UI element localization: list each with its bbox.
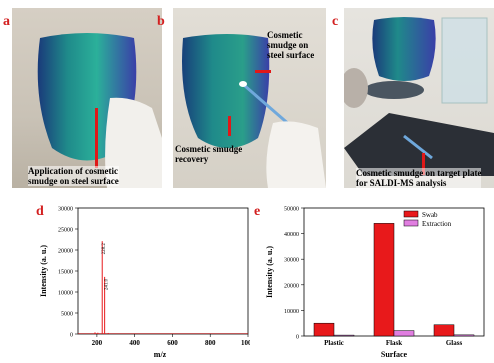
y-tick-label-d: 25000 [58,228,73,234]
panel-label-a: a [3,14,10,29]
y-tick-label-e: 10000 [284,309,299,315]
panel-c: c Cosmetic smudge on target plate for SA… [330,0,494,190]
y-tick-label-d: 10000 [58,291,73,297]
caption-smudge-on-steel-line3: steel surface [267,50,315,60]
y-tick-label-d: 5000 [61,312,73,318]
y-tick-label-d: 30000 [58,207,73,213]
x-tick-label-d: 600 [167,339,178,347]
y-axis-ticks-d: 0 5000 10000 15000 20000 25000 30000 [58,207,78,339]
peak-label: 241.0 [105,278,110,290]
caption-smudge-on-steel-line1: Cosmetic [267,30,303,40]
y-axis-ticks-e: 0 10000 20000 30000 40000 50000 [284,207,304,341]
caption-smudge-recovery-line2: recovery [175,154,209,164]
bar-extraction [333,334,355,337]
caption-smudge-on-steel-line2: smudge on [267,40,309,50]
y-axis-label-d: Intensity (a. u.) [39,245,48,297]
y-tick-label-d: 0 [70,333,73,339]
photo-target-plate [344,8,494,188]
caption-smudge-on-steel: Cosmetic smudge on steel surface [267,30,314,60]
x-axis-label-e: Surface [381,350,408,358]
panel-a: a Application of cosmetic smudge on stee… [0,0,165,190]
y-axis-label-e: Intensity (a. u.) [265,246,274,298]
bar-extraction [453,334,475,337]
caption-application-line1: Application of cosmetic [28,166,118,176]
y-tick-label-e: 40000 [284,232,299,238]
steel-cup-illustration [37,33,162,188]
photo-steel-cup-recovery [173,8,326,188]
photo-steel-cup-application [12,8,162,188]
x-tick-label-d: 200 [92,339,103,347]
panel-label-c: c [332,14,339,29]
x-tick-label-d: 1000 [241,339,250,347]
y-tick-label-e: 20000 [284,283,299,289]
y-tick-label-d: 20000 [58,249,73,255]
surface-intensity-chart: 0 10000 20000 30000 40000 50000 Plastic Flask G… [265,207,485,359]
steel-cup-swab-illustration [182,34,326,188]
legend-swatch-extraction [403,219,419,227]
caption-application-line2: smudge on steel surface [28,176,119,186]
panel-label-b: b [157,14,165,29]
x-tick-label-e: Flask [386,339,402,347]
y-tick-label-e: 30000 [284,258,299,264]
y-tick-label-e: 50000 [284,207,299,213]
legend-swatch-swab [403,210,419,218]
caption-target-plate-line2: for SALDI-MS analysis [356,178,447,188]
x-tick-label-e: Glass [446,339,463,347]
x-tick-label-e: Plastic [324,339,344,347]
x-tick-label-d: 400 [129,339,140,347]
x-axis-ticks-e: Plastic Flask Glass [324,339,462,347]
bar-swab [373,223,395,337]
panel-e: e 0 10000 20000 30000 40000 50000 Plastic Flas… [250,196,494,359]
legend-label-extraction: Extraction [422,220,452,228]
panel-label-d: d [36,204,44,219]
panel-label-e: e [254,204,261,219]
y-tick-label-e: 0 [296,335,299,341]
plot-area-d [77,207,249,335]
bar-series [313,223,475,337]
x-tick-label-d: 800 [205,339,216,347]
caption-target-plate-line1: Cosmetic smudge on target plate [356,168,482,178]
x-axis-label-d: m/z [154,350,167,358]
target-plate-illustration [344,17,494,176]
peak-label: 228.2 [102,243,107,255]
legend-e: Swab Extraction [403,210,452,228]
caption-smudge-recovery: Cosmetic smudge recovery [175,144,242,164]
mass-spectrum-chart: 0 5000 10000 15000 20000 25000 30000 200 400 600… [39,207,256,360]
y-tick-label-d: 15000 [58,270,73,276]
bar-swab [313,322,335,337]
panel-b: b Cosmetic smudge on steel surface Cosme… [157,0,330,190]
caption-smudge-recovery-line1: Cosmetic smudge [175,144,243,154]
bar-swab [433,324,455,337]
panel-d: d 0 5000 10000 15000 20000 25000 30000 200 400 6… [0,196,256,360]
caption-target-plate: Cosmetic smudge on target plate for SALD… [356,168,482,188]
bar-extraction [393,330,415,337]
legend-label-swab: Swab [422,211,438,219]
caption-application: Application of cosmetic smudge on steel … [28,166,119,186]
x-axis-ticks-d: 200 400 600 800 1000 [92,334,256,347]
spectrum-peaks: 228.2 241.0 [78,241,248,334]
